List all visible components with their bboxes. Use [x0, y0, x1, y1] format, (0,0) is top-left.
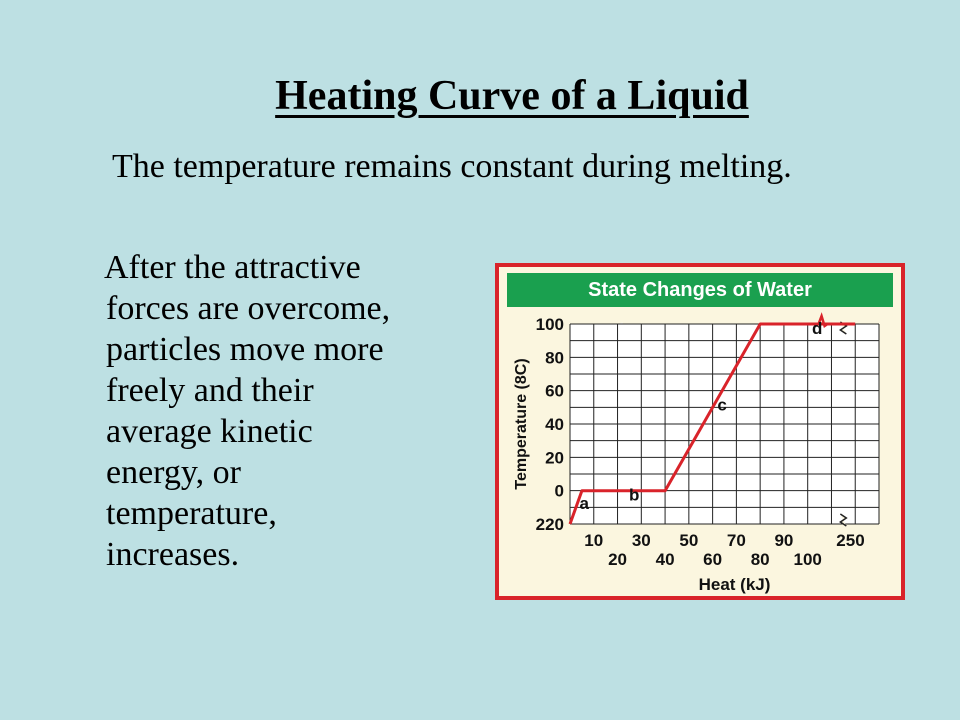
y-tick-label: 0 — [555, 482, 564, 501]
heating-curve-line — [568, 322, 856, 525]
y-tick-label: 40 — [545, 415, 564, 434]
axis-break-mark — [838, 513, 848, 527]
paragraph-line: energy, or — [106, 454, 242, 491]
paragraph-kinetic-energy: After the attractive forces are overcome… — [104, 247, 464, 575]
y-axis-label: Temperature (8C) — [513, 358, 530, 489]
slide-title: Heating Curve of a Liquid — [275, 73, 749, 119]
paragraph-line: freely and their — [106, 372, 314, 409]
y-tick-label: 220 — [536, 515, 564, 534]
x-tick-label: 30 — [632, 531, 651, 550]
segment-label: d — [812, 319, 822, 338]
paragraph-line: increases. — [106, 536, 240, 573]
segment-label: a — [580, 494, 590, 513]
x-tick-label: 60 — [703, 550, 722, 569]
paragraph-line: average kinetic — [106, 413, 313, 450]
x-tick-label: 50 — [679, 531, 698, 550]
curve-break-mark — [817, 312, 829, 328]
x-tick-label: 20 — [608, 550, 627, 569]
segment-label: c — [717, 396, 726, 415]
x-tick-label: 250 — [836, 531, 864, 550]
paragraph-line: After the attractive — [104, 249, 361, 286]
paragraph-line: temperature, — [106, 495, 277, 532]
x-tick-label: 10 — [584, 531, 603, 550]
y-tick-label: 80 — [545, 348, 564, 367]
paragraph-line: forces are overcome, — [106, 290, 391, 327]
chart-svg: 220020406080100102030405060708090100250H… — [513, 312, 880, 594]
y-tick-label: 100 — [536, 315, 564, 334]
y-tick-label: 20 — [545, 448, 564, 467]
x-tick-label: 70 — [727, 531, 746, 550]
y-tick-label: 60 — [545, 382, 564, 401]
chart-series — [568, 312, 856, 525]
chart-labels: 220020406080100102030405060708090100250H… — [513, 315, 865, 594]
chart-figure: State Changes of Water 220 0 20 40 60 80 100 10… — [495, 263, 905, 600]
x-axis-label: Heat (kJ) — [699, 575, 771, 594]
segment-label: b — [629, 486, 639, 505]
x-tick-label: 40 — [656, 550, 675, 569]
x-tick-label: 90 — [774, 531, 793, 550]
chart-grid — [569, 321, 880, 527]
chart-title: State Changes of Water — [507, 273, 893, 307]
x-tick-label: 100 — [794, 550, 822, 569]
paragraph-line: particles move more — [106, 331, 384, 368]
x-tick-label: 80 — [751, 550, 770, 569]
paragraph-melting: The temperature remains constant during … — [112, 148, 792, 185]
